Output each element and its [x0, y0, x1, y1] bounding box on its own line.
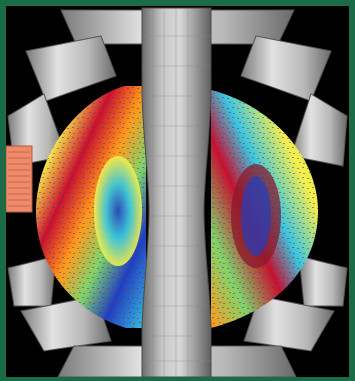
antenna — [6, 145, 33, 213]
central-solenoid — [141, 7, 212, 377]
tokamak-scene — [6, 7, 348, 377]
plasma-right-section — [211, 90, 318, 328]
plasma-left-section — [36, 86, 146, 328]
upper-field-coils — [7, 9, 348, 167]
